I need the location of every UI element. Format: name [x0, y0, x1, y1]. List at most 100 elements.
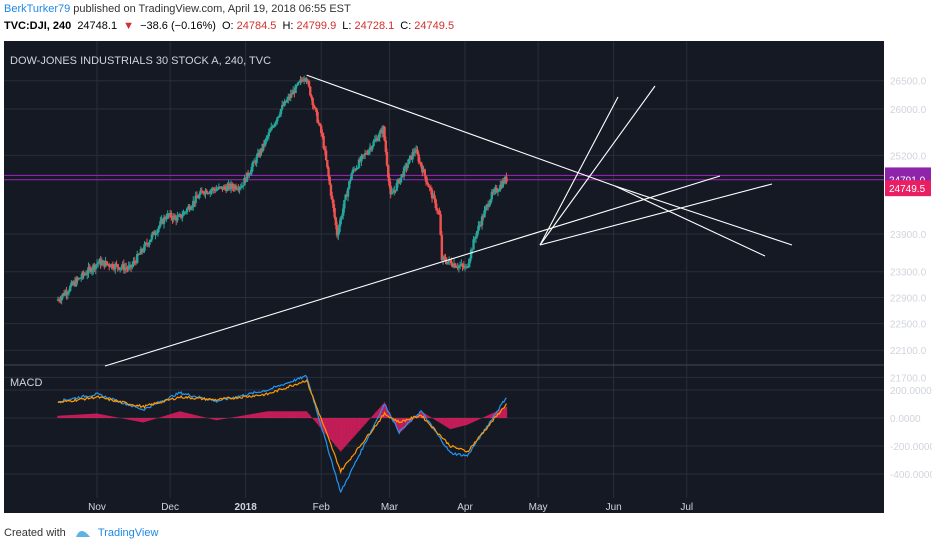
- candle-body: [240, 185, 244, 188]
- candle-body: [274, 121, 278, 124]
- candle-body: [190, 206, 194, 209]
- candle-body: [231, 183, 234, 188]
- candle-body: [332, 199, 335, 208]
- candle-body: [115, 263, 118, 265]
- candle-body: [136, 254, 139, 263]
- candle-body: [447, 259, 451, 262]
- candle-body: [277, 116, 280, 118]
- time-tick-label: Dec: [161, 502, 179, 513]
- candle-body: [203, 192, 206, 195]
- candle-body: [311, 97, 314, 106]
- ohlc-line: TVC:DJI, 240 24748.1 ▼ −38.6 (−0.16%) O:…: [4, 20, 457, 32]
- candle-body: [449, 259, 452, 262]
- candle-body: [491, 192, 495, 194]
- candle-body: [255, 156, 258, 164]
- candle-body: [196, 197, 200, 199]
- time-tick-label: Jun: [606, 502, 622, 513]
- candle-body: [132, 261, 135, 265]
- chart-area[interactable]: 26500.0 26000.0 25200.0 23900.0 23300.0 22900…: [0, 38, 932, 518]
- candle-body: [461, 264, 464, 266]
- candle-body: [333, 207, 336, 218]
- open-value: 24784.5: [236, 20, 277, 32]
- candle-body: [222, 186, 225, 190]
- candle-body: [355, 168, 358, 170]
- candle-body: [444, 258, 447, 262]
- candle-body: [430, 189, 434, 199]
- macd-tick-label: 200.0000: [890, 386, 932, 397]
- candle-body: [467, 263, 470, 268]
- candle-body: [120, 267, 123, 269]
- candle-body: [335, 225, 339, 236]
- candle-body: [62, 293, 66, 296]
- candle-body: [133, 261, 136, 263]
- candles: [56, 75, 508, 305]
- candle-body: [232, 187, 235, 189]
- candle-body: [485, 204, 489, 208]
- candle-body: [504, 176, 507, 183]
- candle-body: [502, 180, 506, 183]
- candle-body: [376, 138, 379, 141]
- candle-body: [283, 101, 286, 106]
- candle-body: [377, 137, 380, 141]
- candle-body: [205, 190, 208, 194]
- candle-body: [452, 263, 456, 267]
- candle-body: [131, 264, 134, 268]
- candle-body: [394, 190, 397, 192]
- tradingview-link[interactable]: TradingView: [97, 527, 159, 539]
- candle-body: [324, 150, 328, 161]
- author-link[interactable]: BerkTurker79: [4, 3, 71, 15]
- candle-body: [204, 190, 207, 195]
- candle-body: [460, 264, 463, 266]
- candle-body: [316, 111, 319, 123]
- candle-body: [58, 299, 61, 301]
- candle-body: [59, 300, 62, 302]
- candle-body: [299, 79, 302, 82]
- candle-body: [429, 187, 433, 190]
- candle-body: [296, 82, 300, 85]
- candle-body: [235, 188, 239, 190]
- candle-body: [239, 187, 242, 189]
- candle-body: [248, 174, 251, 176]
- candle-body: [411, 152, 414, 160]
- candle-body: [118, 268, 122, 270]
- candle-body: [400, 174, 403, 178]
- candle-body: [473, 238, 476, 240]
- candle-body: [486, 204, 490, 207]
- candle-body: [384, 140, 387, 152]
- candle-body: [361, 154, 364, 157]
- change-value: −38.6 (−0.16%): [140, 20, 216, 32]
- candle-body: [176, 216, 179, 221]
- candle-body: [302, 79, 306, 82]
- candle-body: [265, 137, 268, 141]
- candle-body: [279, 108, 283, 115]
- candle-body: [343, 200, 346, 209]
- candle-body: [217, 186, 221, 189]
- candle-body: [143, 244, 146, 251]
- candle-body: [188, 206, 191, 210]
- trendline: [614, 185, 793, 246]
- candle-body: [109, 266, 112, 268]
- candle-body: [125, 267, 128, 269]
- candle-body: [123, 267, 127, 271]
- candle-body: [79, 277, 83, 279]
- candle-body: [67, 290, 71, 293]
- candle-body: [385, 151, 389, 166]
- candle-body: [440, 235, 444, 260]
- candle-body: [244, 177, 247, 182]
- candle-body: [327, 167, 330, 177]
- candle-body: [423, 169, 426, 176]
- candle-body: [90, 269, 94, 273]
- candle-body: [397, 179, 401, 184]
- candle-body: [172, 215, 175, 220]
- candle-body: [390, 192, 394, 195]
- candle-body: [458, 265, 462, 267]
- candle-body: [140, 248, 144, 252]
- candle-body: [126, 268, 129, 270]
- axes: 26500.0 26000.0 25200.0 23900.0 23300.0 22900…: [88, 77, 932, 513]
- candle-body: [471, 249, 474, 251]
- candle-body: [505, 176, 508, 183]
- candle-body: [357, 159, 361, 168]
- time-tick-label: Nov: [88, 502, 106, 513]
- macd-tick-label: -200.0000: [890, 442, 932, 453]
- price-tick-label: 26500.0: [890, 77, 927, 88]
